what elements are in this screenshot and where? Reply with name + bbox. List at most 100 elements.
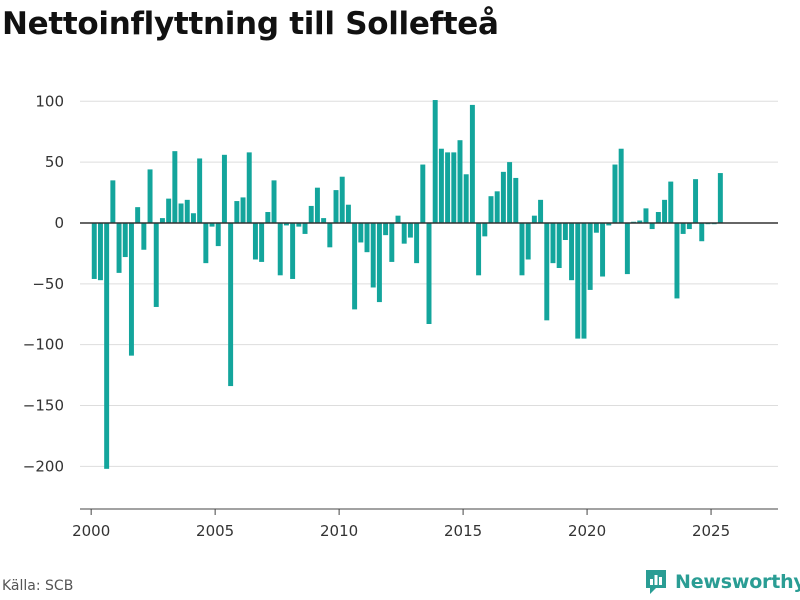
- bar-series: [91, 100, 723, 469]
- bar: [488, 196, 494, 223]
- brand-logo: Newsworthy: [644, 569, 800, 595]
- newsworthy-logo-icon: [646, 570, 666, 594]
- bar: [538, 199, 544, 223]
- x-tick-label: 2010: [320, 522, 358, 540]
- bar: [370, 222, 376, 288]
- bar: [612, 164, 618, 223]
- bar: [686, 222, 692, 230]
- bar: [259, 222, 265, 262]
- bar: [153, 222, 159, 307]
- bar: [104, 222, 110, 469]
- bar: [339, 176, 345, 223]
- bar: [457, 140, 463, 223]
- bar: [271, 180, 277, 223]
- brand-name: Newsworthy: [675, 571, 800, 593]
- bar: [476, 222, 482, 276]
- bar: [451, 152, 457, 223]
- bar: [432, 100, 438, 223]
- bar: [147, 169, 153, 223]
- bar: [197, 158, 203, 223]
- bar: [500, 171, 506, 223]
- bar: [302, 222, 308, 234]
- y-tick-label: −200: [23, 457, 64, 475]
- y-tick-label: −150: [23, 397, 64, 415]
- bar: [556, 222, 562, 269]
- x-tick-label: 2020: [568, 522, 606, 540]
- bar: [401, 222, 407, 244]
- bar: [513, 177, 519, 223]
- bar: [128, 222, 134, 356]
- bar: [97, 222, 103, 281]
- bar: [209, 222, 215, 227]
- bar: [717, 173, 723, 223]
- bar: [618, 148, 624, 223]
- x-tick-label: 2025: [692, 522, 730, 540]
- bar: [246, 152, 252, 223]
- bar: [445, 152, 451, 223]
- bar: [438, 148, 444, 223]
- bar: [637, 220, 643, 223]
- x-tick-label: 2000: [72, 522, 110, 540]
- bar: [159, 218, 165, 223]
- bar: [265, 212, 271, 223]
- bar: [562, 222, 568, 241]
- bar: [395, 215, 401, 223]
- x-tick-label: 2015: [444, 522, 482, 540]
- y-tick-label: −100: [23, 336, 64, 354]
- bar: [668, 181, 674, 223]
- bar: [593, 222, 599, 233]
- bar: [494, 191, 500, 223]
- bar: [91, 222, 97, 279]
- bar: [110, 180, 116, 223]
- bar: [693, 179, 699, 223]
- bar: [345, 204, 351, 223]
- bar: [203, 222, 209, 264]
- bar: [290, 222, 296, 279]
- bar: [221, 154, 227, 223]
- bar: [234, 201, 240, 223]
- bar: [550, 222, 556, 264]
- bar: [228, 222, 234, 387]
- bar: [600, 222, 606, 277]
- bar: [283, 222, 289, 226]
- bar: [240, 197, 246, 223]
- bar: [525, 222, 531, 260]
- source-note: Källa: SCB: [2, 578, 74, 594]
- bar: [569, 222, 575, 281]
- bar: [135, 207, 141, 223]
- bar: [296, 222, 302, 227]
- bar: [587, 222, 593, 290]
- bar: [420, 164, 426, 223]
- bar: [215, 222, 221, 247]
- bar: [116, 222, 122, 273]
- bar: [544, 222, 550, 321]
- bar: [531, 215, 537, 223]
- bar: [141, 222, 147, 250]
- bar: [364, 222, 370, 253]
- axes: [80, 222, 778, 510]
- bar: [426, 222, 432, 324]
- bar: [277, 222, 283, 276]
- bar: [581, 222, 587, 339]
- bar: [507, 162, 513, 223]
- bar: [482, 222, 488, 237]
- bar: [389, 222, 395, 262]
- y-tick-label: 0: [54, 214, 64, 232]
- bar: [575, 222, 581, 339]
- bar: [178, 203, 184, 223]
- bar: [414, 222, 420, 264]
- bar: [649, 222, 655, 230]
- bar: [376, 222, 382, 303]
- bar: [333, 190, 339, 223]
- y-tick-label: 100: [35, 92, 64, 110]
- bar: [383, 222, 389, 236]
- bar: [190, 213, 196, 223]
- bar: [680, 222, 686, 234]
- bar: [519, 222, 525, 276]
- bar: [407, 222, 413, 238]
- bar: [624, 222, 630, 275]
- bar: [327, 222, 333, 248]
- bar: [463, 174, 469, 223]
- bar: [674, 222, 680, 299]
